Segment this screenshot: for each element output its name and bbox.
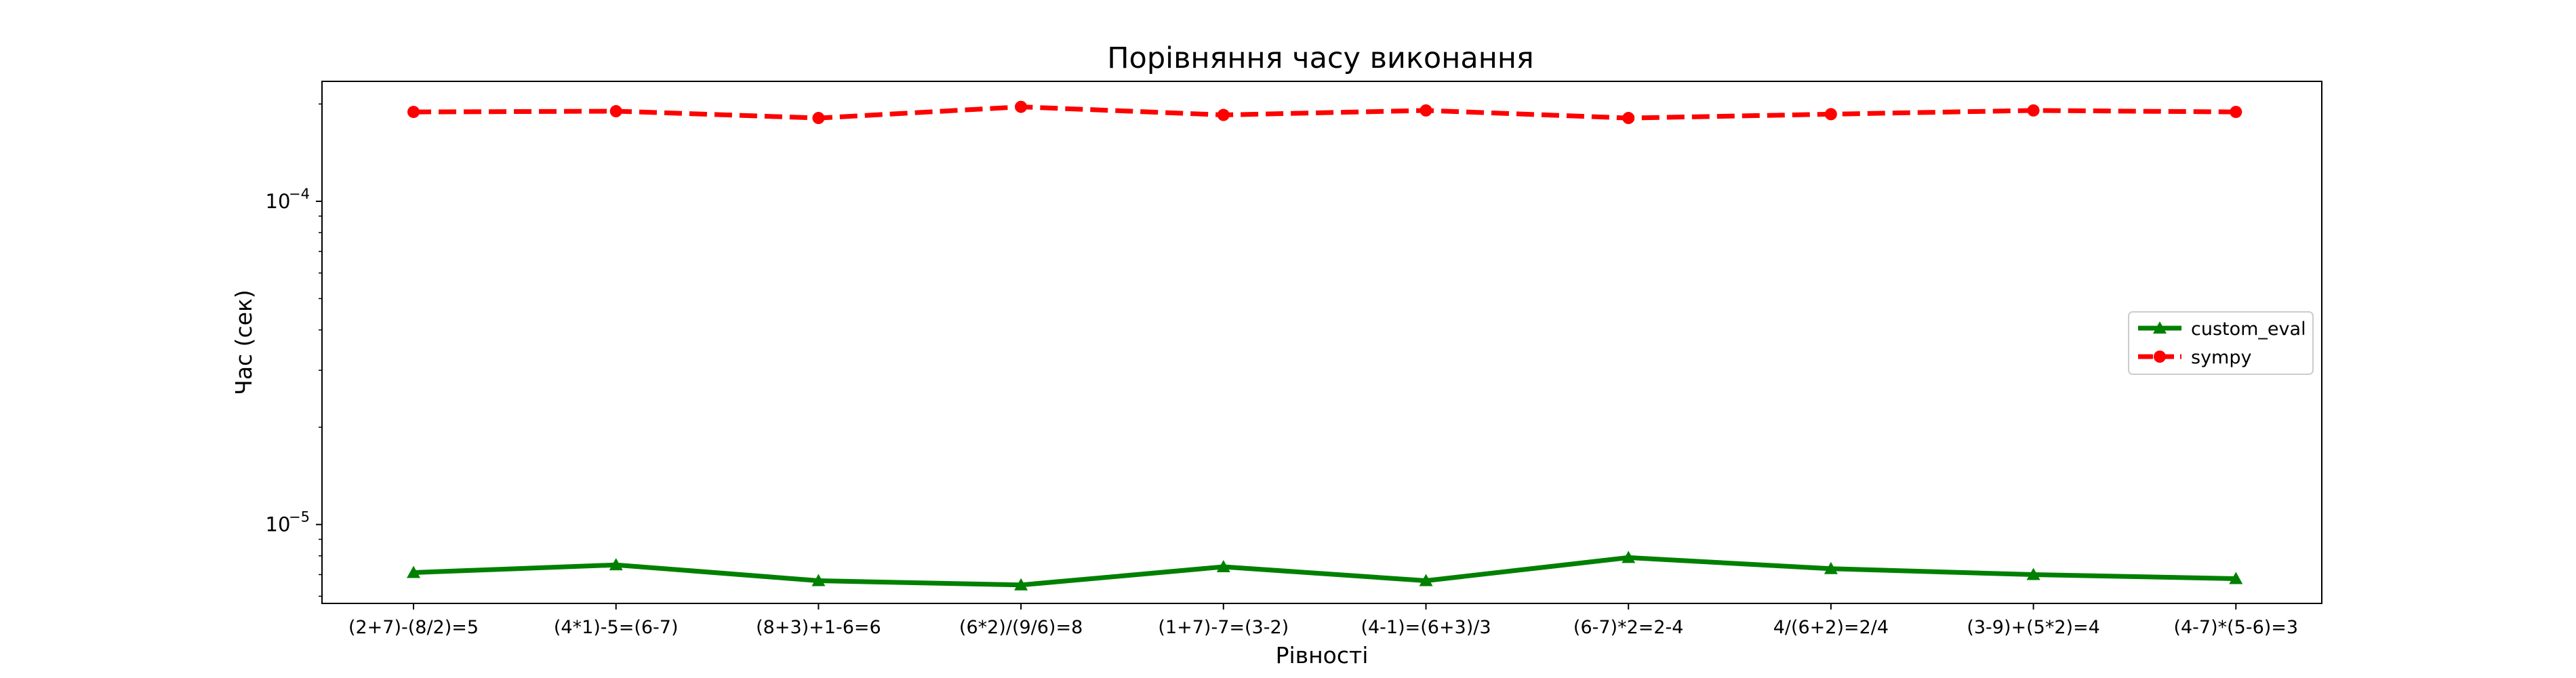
legend-label-custom-eval: custom_eval xyxy=(2191,319,2306,340)
x-axis: (2+7)-(8/2)=5 (4*1)-5=(6-7) (8+3)+1-6=6 (6*… xyxy=(348,603,2298,638)
series-layer xyxy=(407,100,2243,591)
data-point-sympy xyxy=(2027,104,2040,117)
y-tick-label: 10 xyxy=(266,190,291,213)
x-tick-label: (4-1)=(6+3)/3 xyxy=(1361,617,1491,638)
data-point-sympy xyxy=(1420,104,1432,117)
plot-area xyxy=(321,81,2322,604)
data-point-sympy xyxy=(609,105,622,118)
data-point-custom-eval xyxy=(1014,578,1028,591)
legend-marker-custom-eval xyxy=(2153,321,2167,334)
data-point-custom-eval xyxy=(407,565,420,578)
y-axis-label: Час (сек) xyxy=(230,290,257,395)
data-point-custom-eval xyxy=(609,558,623,571)
x-tick-label: (4*1)-5=(6-7) xyxy=(554,617,679,638)
x-tick-label: (4-7)*(5-6)=3 xyxy=(2173,617,2298,638)
x-tick-label: (8+3)+1-6=6 xyxy=(756,617,881,638)
x-tick-label: (1+7)-7=(3-2) xyxy=(1158,617,1289,638)
y-tick-exponent: −5 xyxy=(289,509,310,525)
data-point-custom-eval xyxy=(1419,574,1433,586)
series-line-sympy xyxy=(413,104,2236,121)
data-point-sympy xyxy=(1622,112,1635,125)
data-point-sympy xyxy=(407,106,420,119)
chart-title: Порівняння часу виконання xyxy=(1107,41,1534,75)
x-tick-label: (6*2)/(9/6)=8 xyxy=(959,617,1083,638)
data-point-custom-eval xyxy=(2229,572,2243,584)
legend-marker-sympy xyxy=(2154,351,2166,363)
data-point-sympy xyxy=(2230,106,2242,119)
data-point-sympy xyxy=(1217,108,1230,121)
data-point-custom-eval xyxy=(811,574,826,586)
series-line-custom-eval xyxy=(413,555,2236,588)
x-tick-label: (6-7)*2=2-4 xyxy=(1573,617,1684,638)
data-point-custom-eval xyxy=(1824,561,1838,574)
x-tick-label: (2+7)-(8/2)=5 xyxy=(348,617,479,638)
data-point-custom-eval xyxy=(2026,567,2040,580)
x-tick-label: 4/(6+2)=2/4 xyxy=(1773,617,1889,638)
y-axis: 10−510−4 xyxy=(266,103,322,597)
y-tick-exponent: −4 xyxy=(289,186,310,202)
data-point-custom-eval xyxy=(1216,559,1230,572)
data-point-custom-eval xyxy=(1622,551,1636,563)
y-tick-label: 10 xyxy=(266,513,291,536)
data-point-sympy xyxy=(1824,108,1837,121)
data-point-sympy xyxy=(1015,100,1028,113)
data-point-sympy xyxy=(812,112,825,125)
x-axis-label: Рівності xyxy=(1276,642,1369,669)
legend-label-sympy: sympy xyxy=(2191,347,2251,368)
x-tick-label: (3-9)+(5*2)=4 xyxy=(1967,617,2100,638)
